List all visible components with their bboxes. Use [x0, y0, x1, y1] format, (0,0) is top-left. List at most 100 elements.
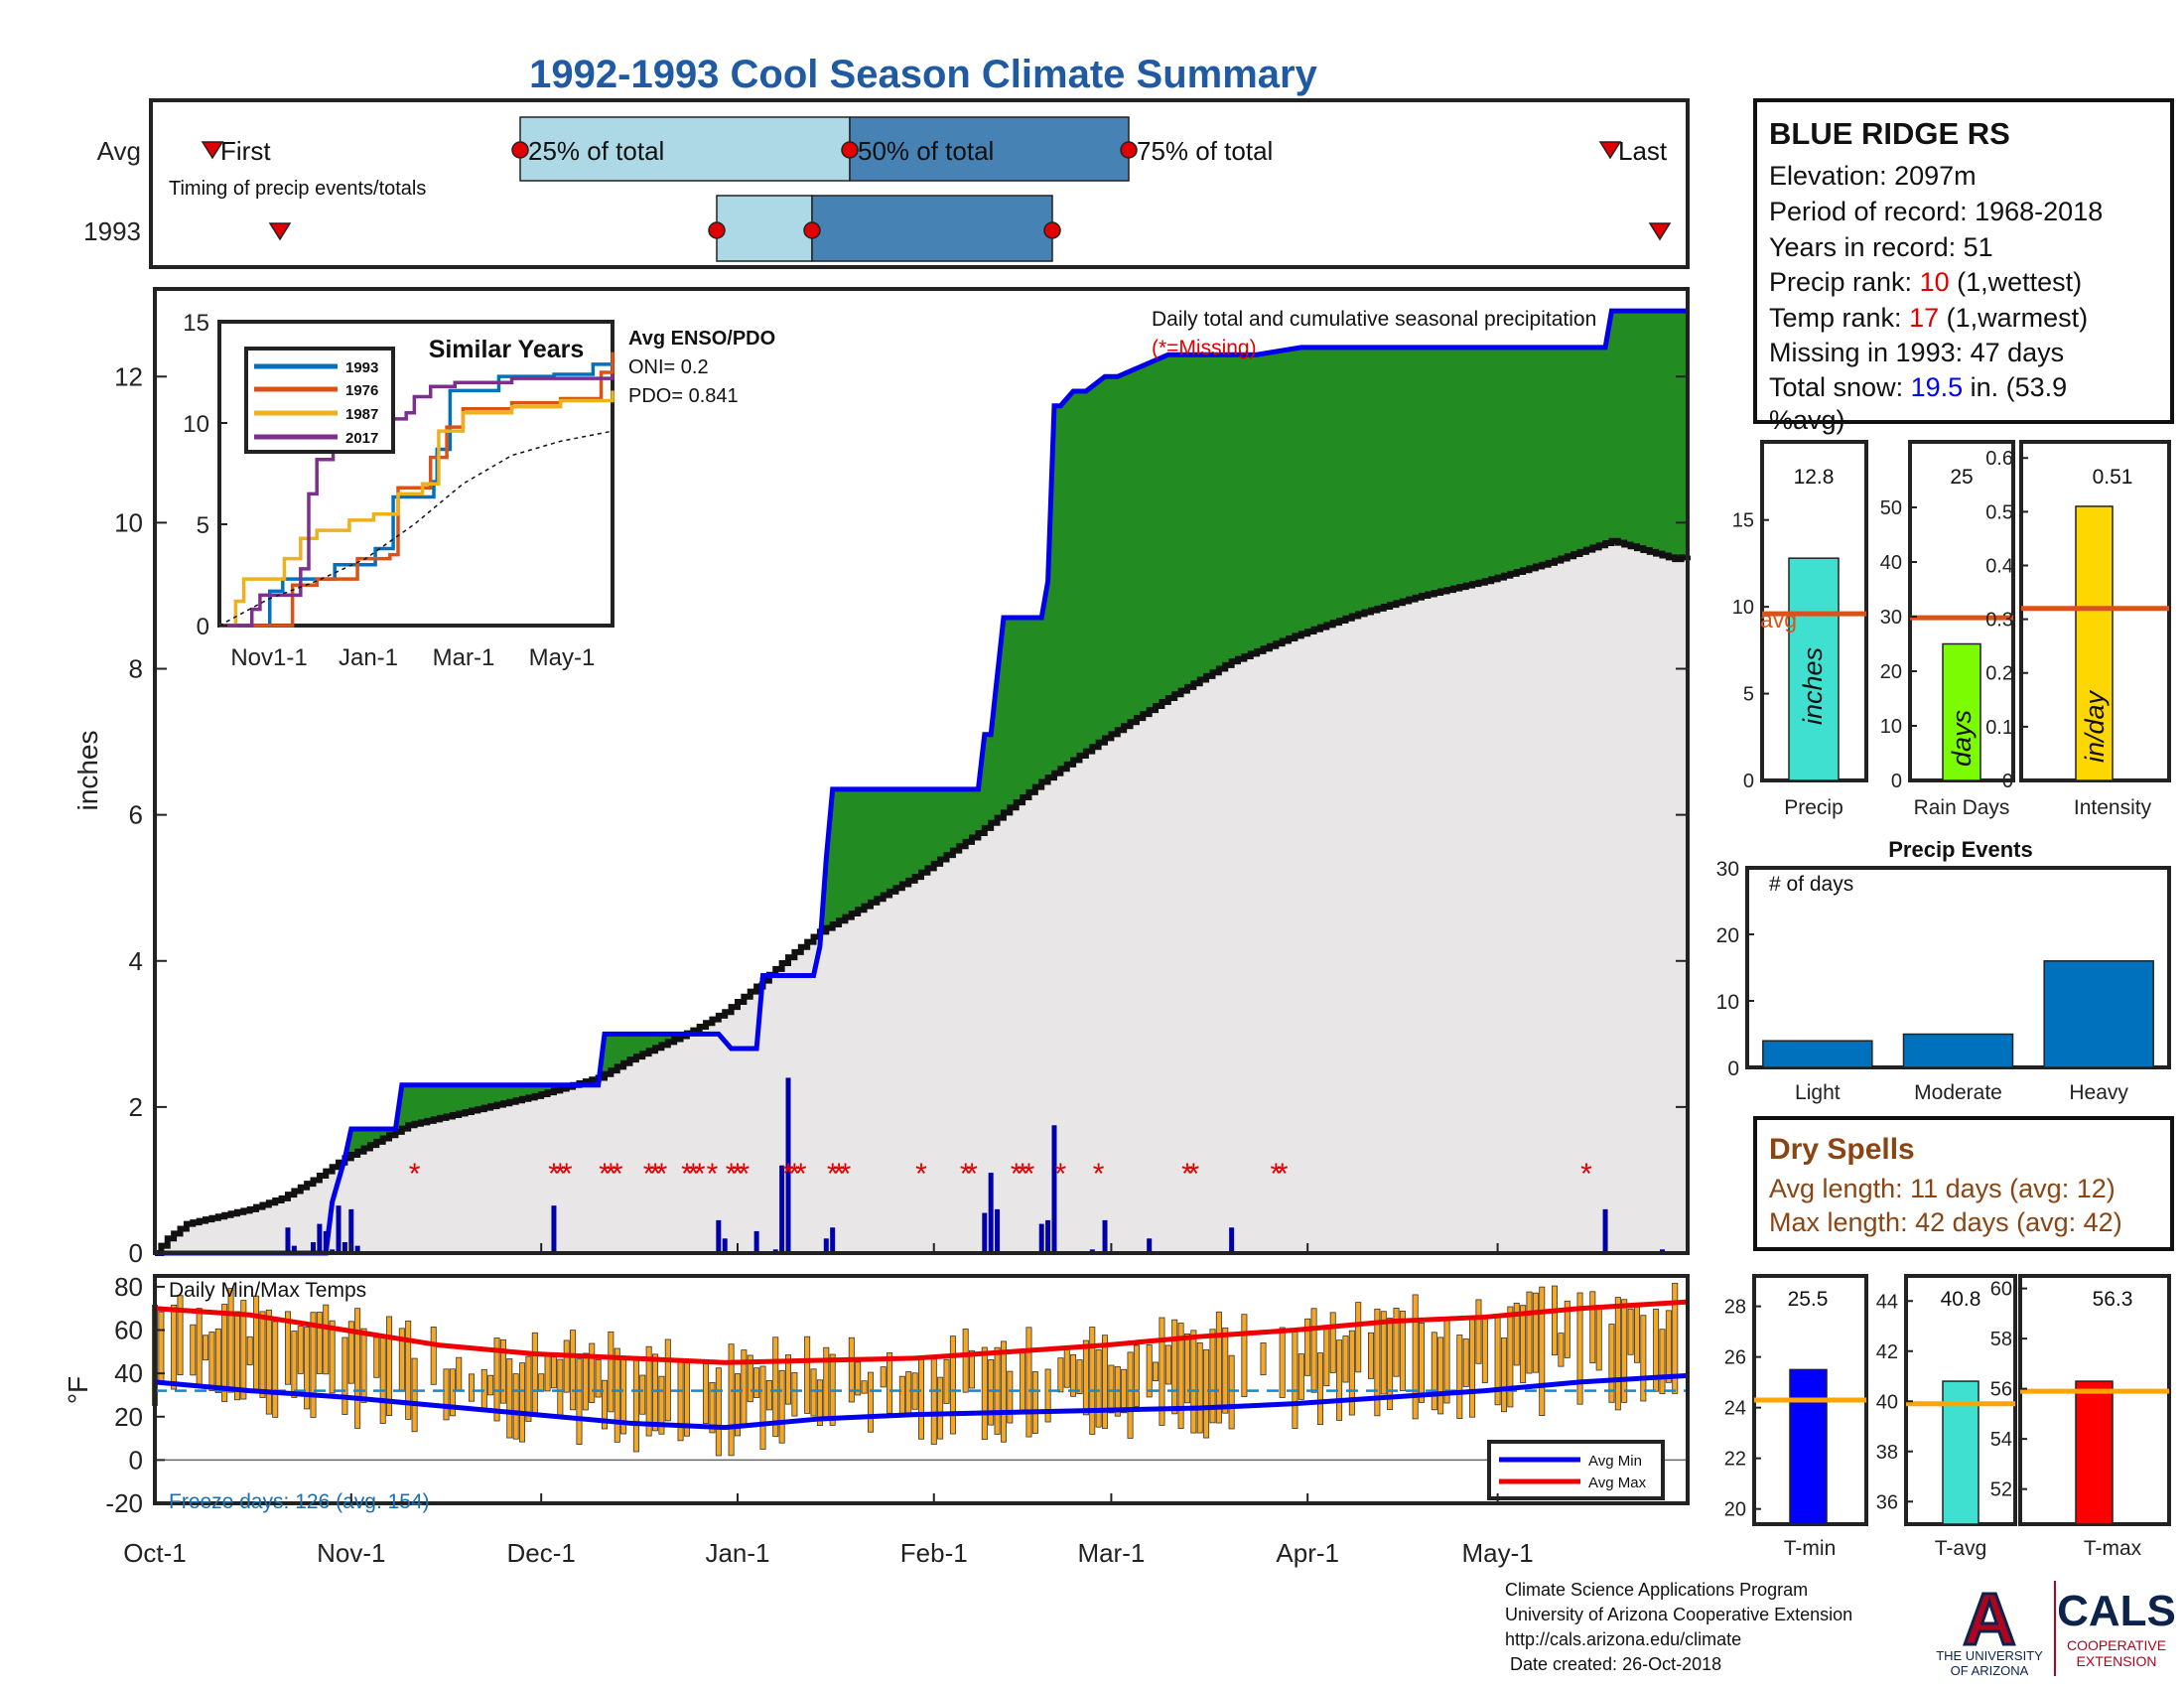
cumulative-precip-line [155, 308, 1688, 1256]
temp-range-bar [772, 1336, 779, 1438]
daily-precip-bar [1038, 1223, 1044, 1253]
temp-range-bar [323, 1304, 330, 1375]
temp-range-bar [506, 1358, 513, 1439]
temp-range-bar [291, 1331, 298, 1398]
temp-range-bar [265, 1309, 272, 1415]
missing-day-marker: * [739, 1158, 751, 1191]
stat-ytick-label: 50 [1880, 497, 1902, 519]
intensity-value: 0.51 [2093, 466, 2133, 489]
temp-range-bar [1316, 1352, 1323, 1425]
temp-range-bar [1102, 1335, 1109, 1429]
missing-day-marker: * [1055, 1158, 1067, 1191]
stat-ytick-label: 20 [1880, 661, 1902, 683]
temp-range-bar [190, 1324, 197, 1376]
temp-range-bar [747, 1354, 753, 1403]
temp-range-bar [880, 1366, 887, 1388]
month-tick-label: Dec-1 [507, 1538, 576, 1568]
temp-range-bar [804, 1336, 811, 1414]
temp-range-bar [316, 1312, 323, 1374]
temp-range-bar [1462, 1338, 1469, 1387]
daily-precip-bar [323, 1230, 329, 1253]
inset-title: Similar Years [429, 336, 585, 363]
footer: Climate Science Applications Program Uni… [1505, 1577, 2176, 1679]
temp-range-bar [1653, 1309, 1660, 1392]
missing-day-marker: * [694, 1158, 706, 1191]
temp-stat-ytick-label: 44 [1876, 1291, 1898, 1313]
cals-coop2: EXTENSION [2077, 1653, 2157, 1669]
dry-spells-box: Dry Spells Avg length: 11 days (avg: 12)… [1753, 1116, 2174, 1251]
station-years: Years in record: 51 [1769, 232, 1993, 262]
legend-avg-max: Avg Max [1588, 1475, 1647, 1491]
month-tick-label: Oct-1 [123, 1538, 187, 1568]
cals-coop1: COOPERATIVE [2067, 1637, 2166, 1653]
temp-range-bar [1348, 1330, 1355, 1416]
legend-1993: 1993 [345, 359, 378, 376]
temp-range-bar [867, 1371, 874, 1433]
temp-range-bar [734, 1373, 741, 1437]
temp-range-bar [1659, 1329, 1666, 1394]
main-ytick-label: 8 [129, 654, 143, 684]
legend-avg-min: Avg Min [1588, 1453, 1642, 1470]
missing-day-marker: * [795, 1158, 807, 1191]
temp-range-bar [1025, 1327, 1032, 1438]
daily-precip-bar [291, 1245, 297, 1253]
average-cumulative-area [155, 540, 1688, 1253]
main-ytick-label: 0 [129, 1238, 143, 1268]
events-ytick-label: 0 [1727, 1057, 1739, 1080]
legend-1987: 1987 [345, 406, 378, 423]
temp-range-bar [1121, 1368, 1128, 1414]
missing-day-marker: * [726, 1158, 738, 1191]
temp-range-bar [354, 1308, 361, 1429]
precip-unit: inches [1798, 647, 1828, 725]
inset-y-ticks: 0 5 10 15 [183, 310, 227, 640]
daily-precip-bar [348, 1208, 354, 1253]
temp-ytick-label: 80 [114, 1272, 143, 1302]
events-title: Precip Events [1888, 837, 2033, 862]
temp-range-bar [1203, 1348, 1210, 1439]
temp-ytick-label: 0 [129, 1445, 143, 1475]
season-stat-panels: avg 12.8 inches Precip 0 5 10 15 25 days Ra… [1732, 440, 2171, 819]
temp-range-bar [703, 1363, 710, 1424]
row-avg-label: Avg [97, 136, 141, 166]
cals-text: CALS [2057, 1587, 2176, 1635]
temp-range-bar [861, 1380, 868, 1394]
temp-range-bar [791, 1371, 798, 1417]
temp-range-bar [759, 1365, 766, 1450]
daily-title: Daily total and cumulative seasonal prec… [1152, 308, 1596, 331]
temp-range-bar [1640, 1315, 1647, 1402]
main-ylabel: inches [72, 731, 103, 811]
temp-range-bar [753, 1367, 760, 1398]
daily-precip-bar [988, 1173, 994, 1253]
temp-range-bar [1507, 1306, 1514, 1408]
temp-range-bar [1481, 1316, 1488, 1383]
daily-precip-bar [779, 1165, 785, 1253]
temp-range-bar [1108, 1364, 1115, 1414]
temp-range-bar [1532, 1292, 1539, 1373]
temp-range-bar [272, 1321, 279, 1418]
raindays-unit: days [1947, 710, 1977, 767]
temp-range-bar [930, 1358, 937, 1445]
temp-range-bar [1589, 1291, 1596, 1364]
temp-range-bar [1665, 1310, 1672, 1383]
temp-stat-ytick-label: 28 [1724, 1297, 1746, 1319]
temp-range-bar [347, 1321, 354, 1384]
stat-ytick-label: 0 [1743, 771, 1754, 792]
temp-range-bar [962, 1329, 969, 1393]
event-category-label: Light [1795, 1081, 1841, 1104]
first-label: First [220, 136, 271, 166]
temp-range-bar [1000, 1340, 1007, 1443]
temp-range-bar [512, 1373, 519, 1440]
temp-ytick-label: 40 [114, 1358, 143, 1388]
temp-range-bar [221, 1304, 228, 1403]
temp-range-bar [887, 1352, 893, 1414]
month-axis: Oct-1 Nov-1 Dec-1 Jan-1 Feb-1 Mar-1 Apr-1 May-1 [123, 1243, 1534, 1568]
temp-range-bar [1310, 1308, 1317, 1393]
temp-range-bar [208, 1332, 215, 1391]
temp-range-bar [918, 1357, 925, 1440]
month-tick-label: Apr-1 [1276, 1538, 1339, 1568]
temp-range-bar [158, 1311, 165, 1383]
station-elevation: Elevation: 2097m [1769, 161, 1977, 191]
temp-range-bar [1241, 1314, 1248, 1397]
tmin-label: T-min [1784, 1537, 1837, 1560]
